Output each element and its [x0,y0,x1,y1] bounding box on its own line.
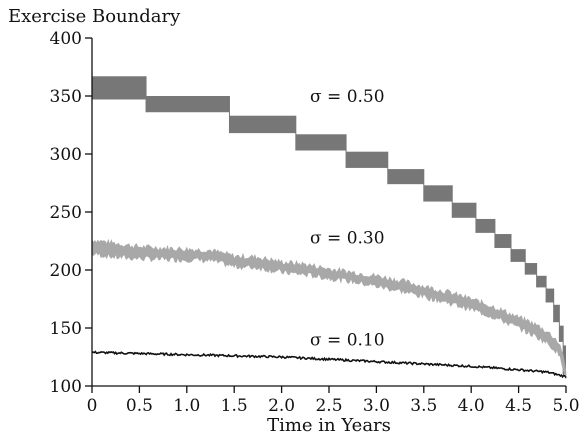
step-band-9 [494,234,512,248]
y-axis-ticks: 100 150 200 250 300 350 400 [50,29,92,397]
step-band-12 [536,275,547,288]
step-band-15 [559,325,564,342]
x-axis-ticks: 0 0.5 1.0 1.5 2.0 2.5 3.0 3.5 4.0 4.5 5.0 [87,386,580,416]
x-tick-label-6: 3.0 [363,396,390,416]
x-tick-label-2: 1.0 [173,396,200,416]
y-tick-label-100: 100 [50,377,82,397]
series-label-2: σ = 0.10 [310,330,385,350]
step-band-10 [511,249,526,262]
series-1 [91,238,567,380]
x-tick-label-7: 3.5 [410,396,437,416]
y-tick-label-250: 250 [50,203,82,223]
step-band-6 [423,185,453,202]
plot-area [91,76,567,380]
series-2 [91,350,567,379]
x-tick-label-3: 1.5 [221,396,248,416]
x-tick-label-8: 4.0 [458,396,485,416]
step-band-4 [346,151,388,168]
y-tick-label-300: 300 [50,145,82,165]
step-band-2 [229,115,296,134]
band-area [91,238,567,380]
step-band-11 [525,263,537,275]
step-band-13 [546,288,554,303]
step-band-3 [295,134,347,151]
y-tick-label-350: 350 [50,87,82,107]
x-tick-label-10: 5.0 [552,396,579,416]
y-tick-label-200: 200 [50,261,82,281]
step-band-16 [563,345,566,375]
x-tick-label-1: 0.5 [126,396,153,416]
step-band-7 [452,202,476,218]
y-tick-label-150: 150 [50,319,82,339]
step-band-14 [553,304,560,323]
step-band-5 [387,169,424,185]
step-band-8 [475,218,495,233]
x-tick-label-0: 0 [87,396,98,416]
series-line [91,350,567,379]
series-label-1: σ = 0.30 [310,228,385,248]
step-band-0 [92,76,147,100]
x-tick-label-9: 4.5 [505,396,532,416]
series-annotations: σ = 0.50 σ = 0.30 σ = 0.10 [310,87,385,351]
x-axis-label: Time in Years [267,415,391,436]
series-label-0: σ = 0.50 [310,87,385,107]
chart-title: Exercise Boundary [8,6,181,27]
series-0 [92,76,566,375]
x-tick-label-5: 2.5 [315,396,342,416]
y-tick-label-400: 400 [50,29,82,49]
step-band-1 [146,96,230,113]
x-tick-label-4: 2.0 [268,396,295,416]
